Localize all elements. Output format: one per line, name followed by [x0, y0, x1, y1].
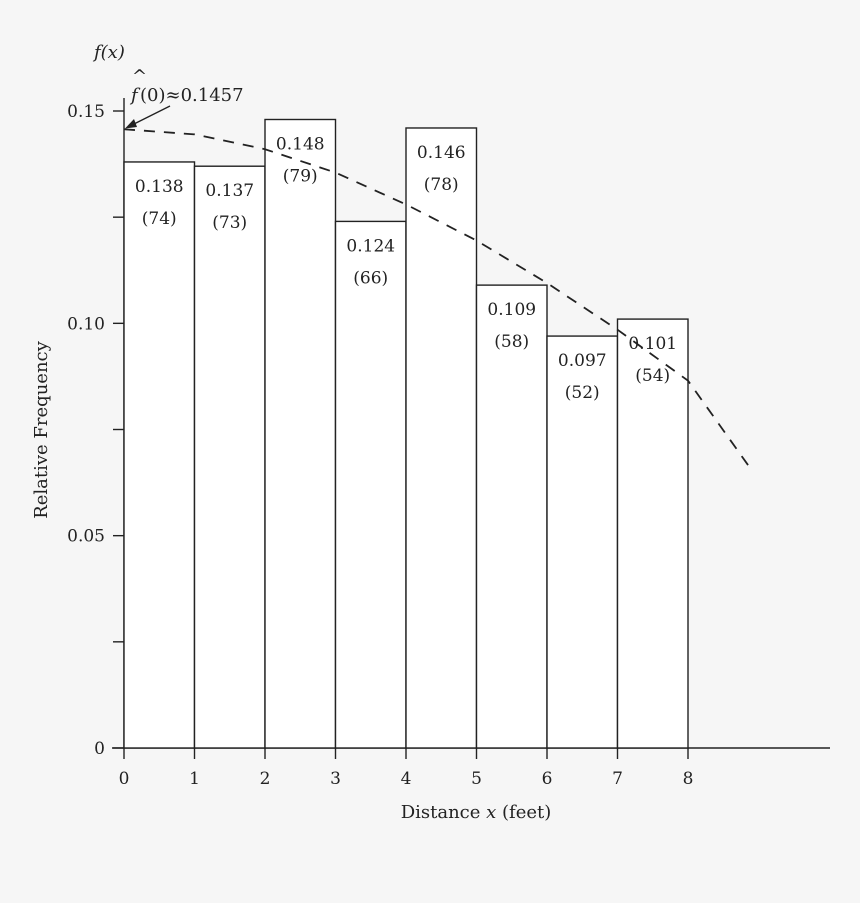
x-tick-label: 4 [401, 769, 412, 789]
annotation-text: (0)≈0.1457 [140, 85, 244, 106]
bar-value-label: 0.138 [135, 177, 184, 197]
bar-count-label: (52) [565, 383, 600, 403]
bar-count-label: (78) [424, 175, 459, 195]
y-tick-label: 0 [94, 739, 105, 759]
x-tick-label: 8 [683, 769, 694, 789]
x-tick-label: 6 [542, 769, 553, 789]
bar-value-label: 0.101 [628, 334, 677, 354]
x-axis-label: Distance x (feet) [401, 802, 552, 823]
histogram-bar [123, 161, 196, 749]
x-tick-label: 3 [330, 769, 341, 789]
fitted-curve-group [123, 128, 753, 471]
annotation-arrowhead [125, 119, 137, 129]
bar-count-label: (79) [283, 166, 318, 186]
x-ticks-group: 0 1 2 3 4 5 6 7 8 [119, 748, 694, 789]
x-tick-label: 1 [189, 769, 200, 789]
annotation-arrow-line [129, 105, 171, 127]
bar-value-label: 0.109 [487, 300, 536, 320]
bar-value-label: 0.097 [558, 351, 607, 371]
x-axis-label-suffix: (feet) [496, 802, 551, 823]
fhat-annotation: f ^ (0)≈0.1457 [125, 66, 244, 129]
x-tick-label: 2 [260, 769, 271, 789]
histogram-bar [193, 165, 266, 749]
bar-value-label: 0.146 [417, 143, 466, 163]
x-tick-label: 7 [612, 769, 623, 789]
bar-value-label: 0.148 [276, 134, 325, 154]
bar-count-label: (66) [353, 268, 388, 288]
bar-count-label: (54) [635, 366, 670, 386]
bar-count-label: (74) [142, 209, 177, 229]
y-tick-label: 0.10 [67, 314, 105, 334]
y-axis-top-label: f(x) [92, 42, 125, 63]
histogram-bar [475, 284, 548, 749]
x-axis-label-prefix: Distance [401, 802, 486, 823]
x-tick-label: 5 [471, 769, 482, 789]
bar-count-label: (58) [494, 332, 529, 352]
histogram-bar [546, 335, 619, 749]
x-axis-label-variable: x [486, 802, 496, 823]
bar-value-label: 0.124 [346, 236, 395, 256]
y-ticks-group: 0 0.05 0.10 0.15 [67, 102, 124, 759]
annotation-hat-accent: ^ [132, 66, 147, 87]
histogram-bar [616, 318, 689, 749]
fitted-density-curve [123, 128, 753, 471]
x-tick-label: 0 [119, 769, 130, 789]
bar-value-label: 0.137 [205, 181, 254, 201]
bars-group [123, 118, 689, 749]
bar-labels-group: 0.138 (74) 0.137 (73) 0.148 (79) 0.124 (66) 0.14… [135, 134, 677, 403]
bar-count-label: (73) [212, 213, 247, 233]
y-tick-label: 0.05 [67, 527, 105, 547]
y-tick-label: 0.15 [67, 102, 105, 122]
histogram-bar [334, 220, 407, 749]
histogram-bar [264, 118, 337, 749]
histogram-bar [405, 127, 478, 749]
y-axis-label: Relative Frequency [31, 340, 52, 518]
